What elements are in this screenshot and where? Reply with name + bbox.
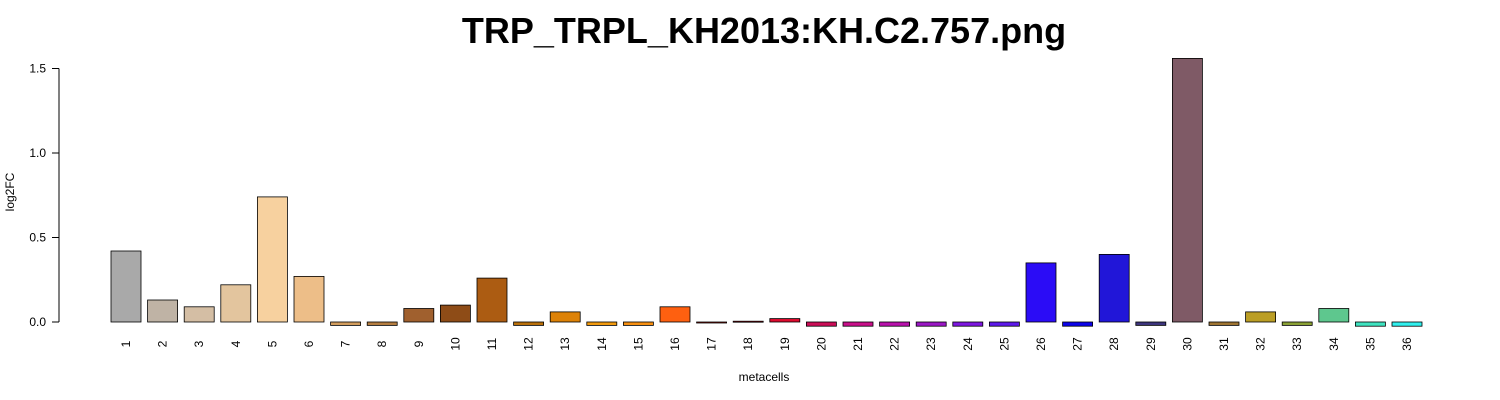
bar-metacell-21 — [842, 321, 874, 327]
bar-metacell-29 — [1135, 321, 1167, 326]
chart-title: TRP_TRPL_KH2013:KH.C2.757.png — [462, 10, 1066, 51]
bar-metacell-13 — [549, 311, 581, 323]
x-tick-label: 22 — [888, 337, 902, 351]
x-tick-label: 20 — [814, 337, 828, 351]
x-tick-label: 36 — [1400, 337, 1414, 351]
y-axis: 0.0 0.5 1.0 1.5 — [29, 62, 60, 329]
bar-metacell-33 — [1281, 321, 1313, 326]
x-tick-label: 18 — [741, 337, 755, 351]
bar-metacell-2 — [147, 299, 179, 323]
x-tick-label: 33 — [1290, 337, 1304, 351]
x-tick-label: 1 — [119, 340, 133, 347]
x-tick-label: 23 — [924, 337, 938, 351]
x-tick-label: 10 — [448, 337, 462, 351]
x-tick-label: 17 — [705, 337, 719, 351]
x-tick-label: 6 — [302, 340, 316, 347]
x-tick-label: 27 — [1071, 337, 1085, 351]
x-tick-label: 15 — [631, 337, 645, 351]
bar-metacell-36 — [1391, 321, 1423, 327]
bar-metacell-28 — [1098, 253, 1130, 323]
bar-metacell-18 — [732, 320, 764, 323]
x-tick-label: 34 — [1327, 337, 1341, 351]
bar-metacell-22 — [879, 321, 910, 327]
x-tick-label: 2 — [156, 340, 170, 347]
x-tick-label: 11 — [485, 337, 499, 350]
bar-metacell-23 — [915, 321, 947, 327]
x-tick-label: 16 — [668, 337, 682, 351]
bar-metacell-3 — [183, 306, 215, 323]
x-tick-label: 14 — [595, 337, 609, 351]
x-tick-label: 8 — [375, 340, 389, 347]
bar-metacell-7 — [330, 321, 362, 326]
bar-metacell-35 — [1355, 321, 1386, 327]
bar-metacell-32 — [1245, 311, 1276, 323]
x-tick-label: 19 — [778, 337, 792, 351]
bar-metacell-26 — [1025, 262, 1057, 323]
bar-metacell-16 — [659, 306, 691, 323]
x-tick-labels: 1 2 3 4 5 6 7 8 9 10 11 12 13 14 15 16 17 18 19 20 21 22 23 24 2… — [119, 337, 1414, 351]
x-tick-label: 4 — [229, 340, 243, 347]
y-axis-label: log2FC — [3, 172, 17, 211]
x-tick-label: 25 — [997, 337, 1011, 351]
x-tick-label: 32 — [1254, 337, 1268, 351]
bar-metacell-14 — [586, 321, 618, 326]
x-tick-label: 29 — [1144, 337, 1158, 351]
x-tick-label: 7 — [339, 340, 353, 347]
bar-metacell-24 — [952, 321, 984, 327]
y-tick-label: 1.5 — [29, 62, 46, 76]
bar-metacell-15 — [623, 321, 654, 326]
bar-metacell-19 — [769, 318, 801, 323]
bar-metacell-25 — [989, 321, 1020, 327]
x-tick-label: 13 — [558, 337, 572, 351]
bar-metacell-12 — [513, 321, 544, 326]
x-tick-label: 26 — [1034, 337, 1048, 351]
bar-metacell-31 — [1208, 321, 1240, 326]
bar-metacell-27 — [1062, 321, 1093, 327]
bar-metacell-4 — [220, 284, 252, 323]
x-tick-label: 21 — [851, 337, 865, 351]
x-tick-label: 30 — [1180, 337, 1194, 351]
bar-metacell-6 — [293, 275, 325, 323]
x-axis-label: metacells — [739, 370, 790, 384]
bar-metacell-10 — [439, 304, 471, 323]
bar-metacell-11 — [476, 277, 508, 323]
x-tick-label: 35 — [1363, 337, 1377, 351]
bar-metacell-9 — [403, 308, 435, 323]
x-tick-label: 5 — [265, 340, 279, 347]
y-tick-label: 0.0 — [29, 315, 46, 329]
x-tick-label: 31 — [1217, 337, 1231, 351]
bars — [110, 58, 1423, 327]
x-tick-label: 3 — [192, 340, 206, 347]
bar-metacell-8 — [366, 321, 398, 326]
bar-metacell-34 — [1318, 308, 1350, 323]
x-tick-label: 12 — [522, 337, 536, 351]
x-tick-label: 9 — [412, 340, 426, 347]
x-tick-label: 28 — [1107, 337, 1121, 351]
y-tick-label: 1.0 — [29, 146, 46, 160]
bar-metacell-30 — [1172, 58, 1203, 323]
bar-metacell-5 — [256, 196, 288, 323]
bar-metacell-17 — [696, 321, 727, 324]
y-tick-label: 0.5 — [29, 231, 46, 245]
bar-metacell-20 — [806, 321, 837, 327]
bar-metacell-1 — [110, 250, 142, 323]
x-tick-label: 24 — [961, 337, 975, 351]
